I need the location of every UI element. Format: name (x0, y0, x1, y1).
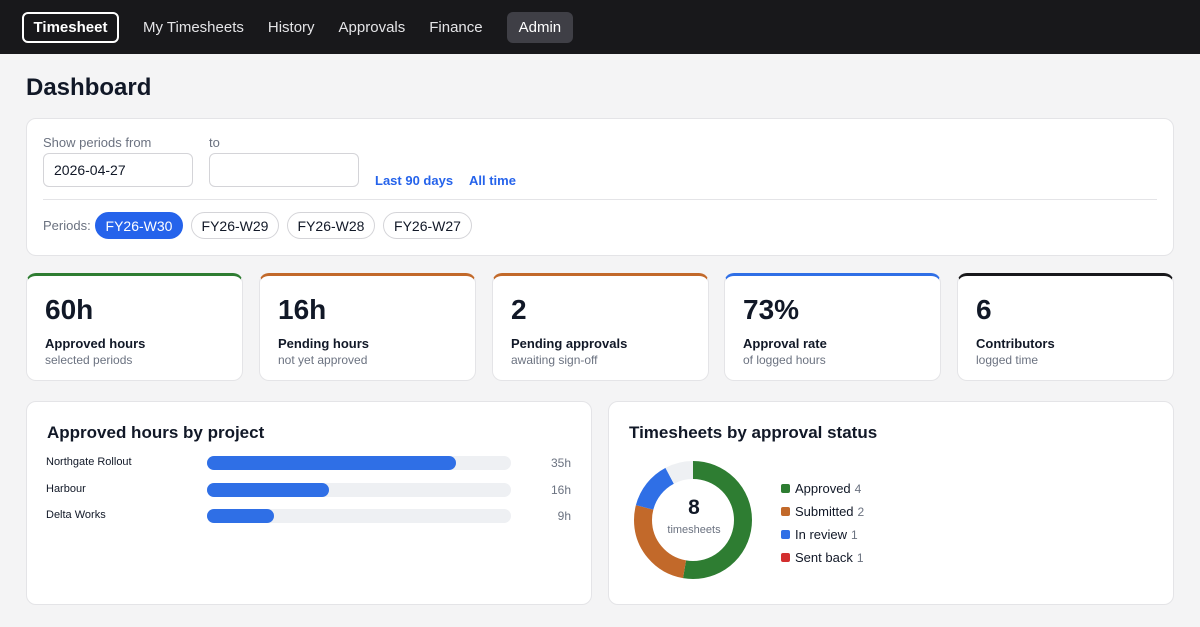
period-chip-fy26-w30[interactable]: FY26-W30 (95, 212, 183, 239)
brand-logo[interactable]: Timesheet (22, 11, 119, 43)
legend-swatch (781, 484, 790, 493)
last-90-days-link[interactable]: Last 90 days (375, 173, 454, 188)
page-title: Dashboard (26, 74, 152, 101)
stat-subtitle: selected periods (45, 353, 133, 367)
project-bar-track (207, 456, 511, 470)
legend-item: Approved 4 (781, 477, 864, 500)
stat-title: Contributors (976, 336, 1055, 351)
project-label: Harbour (46, 482, 86, 495)
nav-link-admin[interactable]: Admin (506, 11, 574, 43)
legend-item: Submitted 2 (781, 500, 864, 523)
stat-value: 6 (976, 294, 992, 325)
stat-value: 16h (278, 294, 327, 325)
stat-subtitle: awaiting sign-off (511, 353, 598, 367)
legend-swatch (781, 553, 790, 562)
from-date-input[interactable] (43, 153, 193, 187)
stat-card-contributors: 6 Contributors logged time (957, 273, 1174, 381)
legend-item: In review 1 (781, 523, 864, 546)
legend-swatch (781, 507, 790, 516)
stat-card-approved-hours: 60h Approved hours selected periods (26, 273, 243, 381)
legend-count: 1 (851, 527, 858, 542)
project-bar-track (207, 482, 511, 497)
top-nav: Timesheet My Timesheets History Approval… (0, 0, 1200, 54)
stat-card-pending-approvals: 2 Pending approvals awaiting sign-off (492, 273, 709, 381)
legend-label: Submitted (795, 504, 854, 519)
filters-card: Show periods from to Last 90 days All ti… (26, 118, 1174, 256)
hours-by-project-panel: Approved hours by project Northgate Roll… (26, 401, 592, 605)
stat-title: Pending hours (278, 336, 369, 351)
stat-title: Approval rate (743, 336, 827, 351)
periods-label: Periods: (43, 218, 91, 233)
donut-total: 8 (688, 496, 700, 519)
legend-count: 1 (856, 550, 864, 565)
legend-count: 2 (857, 504, 865, 519)
to-date-input[interactable] (209, 153, 359, 187)
stat-card-pending-hours: 16h Pending hours not yet approved (259, 273, 476, 381)
period-chip-fy26-w27[interactable]: FY26-W27 (383, 212, 472, 239)
project-bar (207, 482, 329, 497)
legend-swatch (781, 530, 790, 539)
project-bar (207, 456, 457, 470)
project-label: Northgate Rollout (46, 456, 132, 468)
all-time-link[interactable]: All time (469, 173, 516, 188)
nav-link-finance[interactable]: Finance (429, 18, 483, 36)
project-hours-value: 35h (550, 456, 571, 470)
legend-label: Sent back (795, 550, 853, 565)
donut-segment-submitted (634, 461, 752, 579)
legend-count: 4 (854, 481, 862, 496)
period-chip-fy26-w28[interactable]: FY26-W28 (287, 212, 375, 239)
stat-card-approval-rate: 73% Approval rate of logged hours (724, 273, 941, 381)
period-chip-fy26-w29[interactable]: FY26-W29 (191, 212, 279, 239)
project-bar-track (207, 509, 511, 523)
stat-subtitle: logged time (976, 353, 1039, 367)
stat-value: 73% (743, 294, 800, 325)
project-hours-value: 9h (557, 509, 571, 523)
panel-title: Timesheets by approval status (629, 423, 878, 442)
stat-value: 60h (45, 294, 94, 325)
project-hours-value: 16h (550, 482, 571, 497)
stat-title: Approved hours (45, 336, 146, 351)
stat-value: 2 (511, 294, 527, 325)
nav-link-my-timesheets[interactable]: My Timesheets (143, 18, 244, 36)
project-label: Delta Works (46, 509, 106, 521)
panel-title: Approved hours by project (47, 423, 265, 442)
stat-title: Pending approvals (511, 336, 628, 351)
nav-link-history[interactable]: History (267, 18, 315, 36)
legend-label: In review (795, 527, 848, 542)
status-donut-chart (634, 461, 752, 579)
donut-total-label: timesheets (667, 524, 721, 536)
from-date-label: Show periods from (43, 135, 152, 150)
stat-subtitle: of logged hours (743, 353, 826, 367)
status-legend: Approved 4 Submitted 2 In review 1 Sent back 1 (781, 477, 864, 569)
nav-link-approvals[interactable]: Approvals (338, 18, 406, 36)
project-bar (207, 509, 274, 523)
to-date-label: to (209, 135, 220, 150)
filters-divider (43, 199, 1157, 200)
legend-item: Sent back 1 (781, 546, 864, 569)
approval-status-panel: Timesheets by approval status 8 timeshee… (608, 401, 1174, 605)
legend-label: Approved (795, 481, 851, 496)
stat-subtitle: not yet approved (278, 353, 368, 367)
donut-segment-remainder (634, 461, 752, 579)
